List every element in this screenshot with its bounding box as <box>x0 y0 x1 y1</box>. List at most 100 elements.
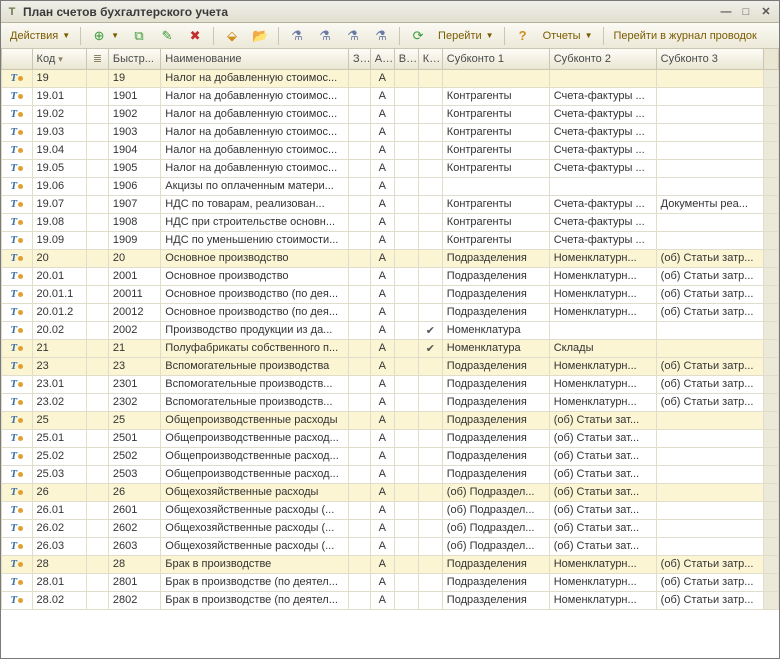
help-button[interactable]: ? <box>510 26 536 46</box>
table-row[interactable]: T23.012301Вспомогательные производств...… <box>2 375 779 393</box>
table-row[interactable]: T25.012501Общепроизводственные расход...… <box>2 429 779 447</box>
cell-sub2: Счета-фактуры ... <box>549 123 656 141</box>
account-icon: T <box>10 90 23 102</box>
minimize-button[interactable]: — <box>717 5 735 19</box>
cell-scroll <box>763 591 778 609</box>
filter2-button[interactable]: ⚗ <box>312 26 338 46</box>
col-name[interactable]: Наименование <box>161 49 349 69</box>
table-row[interactable]: T2020Основное производствоАПодразделения… <box>2 249 779 267</box>
table-row[interactable]: T19.051905Налог на добавленную стоимос..… <box>2 159 779 177</box>
col-v[interactable]: В... <box>394 49 418 69</box>
cell-z <box>348 537 370 555</box>
table-row[interactable]: T20.012001Основное производствоАПодразде… <box>2 267 779 285</box>
table-row[interactable]: T19.041904Налог на добавленную стоимос..… <box>2 141 779 159</box>
col-a[interactable]: A... <box>370 49 394 69</box>
delete-button[interactable]: ✖ <box>182 26 208 46</box>
actions-menu[interactable]: Действия▼ <box>5 26 75 46</box>
table-row[interactable]: T26.022602Общехозяйственные расходы (...… <box>2 519 779 537</box>
add-copy-button[interactable]: ⧉ <box>126 26 152 46</box>
cell-sub3 <box>656 105 763 123</box>
cell-sort <box>87 87 109 105</box>
table-row[interactable]: T19.071907НДС по товарам, реализован...А… <box>2 195 779 213</box>
cell-scroll <box>763 573 778 591</box>
close-button[interactable]: ✕ <box>757 5 775 19</box>
table-row[interactable]: T1919Налог на добавленную стоимос...А <box>2 69 779 87</box>
cell-scroll <box>763 105 778 123</box>
col-sub1[interactable]: Субконто 1 <box>442 49 549 69</box>
cell-a: А <box>370 375 394 393</box>
cell-k <box>418 411 442 429</box>
cell-k: ✔ <box>418 321 442 339</box>
cell-scroll <box>763 501 778 519</box>
cell-z <box>348 573 370 591</box>
account-icon: T <box>10 450 23 462</box>
table-row[interactable]: T19.091909НДС по уменьшению стоимости...… <box>2 231 779 249</box>
table-row[interactable]: T2626Общехозяйственные расходыА(об) Подр… <box>2 483 779 501</box>
filter3-button[interactable]: ⚗ <box>340 26 366 46</box>
table-row[interactable]: T25.032503Общепроизводственные расход...… <box>2 465 779 483</box>
cell-a: А <box>370 573 394 591</box>
cell-quick: 25 <box>108 411 160 429</box>
move-button[interactable]: 📂 <box>247 26 273 46</box>
accounts-grid[interactable]: Код ≣ Быстр... Наименование З... A... В.… <box>1 49 779 658</box>
cell-k <box>418 519 442 537</box>
col-sub3[interactable]: Субконто 3 <box>656 49 763 69</box>
filter-off-button[interactable]: ⚗ <box>368 26 394 46</box>
table-row[interactable]: T19.031903Налог на добавленную стоимос..… <box>2 123 779 141</box>
filter1-button[interactable]: ⚗ <box>284 26 310 46</box>
titlebar: T План счетов бухгалтерского учета — □ ✕ <box>1 1 779 23</box>
maximize-button[interactable]: □ <box>737 5 755 19</box>
col-quick[interactable]: Быстр... <box>108 49 160 69</box>
table-row[interactable]: T2525Общепроизводственные расходыАПодраз… <box>2 411 779 429</box>
table-row[interactable]: T2323Вспомогательные производстваАПодраз… <box>2 357 779 375</box>
cell-sub1: Контрагенты <box>442 213 549 231</box>
hierarchy-button[interactable]: ⬙ <box>219 26 245 46</box>
col-sort[interactable]: ≣ <box>87 49 109 69</box>
table-row[interactable]: T28.022802Брак в производстве (по деятел… <box>2 591 779 609</box>
cell-sub1: Контрагенты <box>442 231 549 249</box>
table-row[interactable]: T26.032603Общехозяйственные расходы (...… <box>2 537 779 555</box>
table-row[interactable]: T19.021902Налог на добавленную стоимос..… <box>2 105 779 123</box>
col-sub2[interactable]: Субконто 2 <box>549 49 656 69</box>
table-row[interactable]: T28.012801Брак в производстве (по деятел… <box>2 573 779 591</box>
cell-sort <box>87 375 109 393</box>
cell-a: А <box>370 501 394 519</box>
cell-code: 19.05 <box>32 159 87 177</box>
journal-button[interactable]: Перейти в журнал проводок <box>609 26 762 46</box>
table-row[interactable]: T20.022002Производство продукции из да..… <box>2 321 779 339</box>
table-row[interactable]: T19.011901Налог на добавленную стоимос..… <box>2 87 779 105</box>
reports-menu[interactable]: Отчеты▼ <box>538 26 598 46</box>
cell-sub2: (об) Статьи зат... <box>549 411 656 429</box>
table-row[interactable]: T26.012601Общехозяйственные расходы (...… <box>2 501 779 519</box>
col-icon[interactable] <box>2 49 33 69</box>
cell-quick: 28 <box>108 555 160 573</box>
table-row[interactable]: T20.01.220012Основное производство (по д… <box>2 303 779 321</box>
cell-sub1: Подразделения <box>442 285 549 303</box>
cell-k <box>418 447 442 465</box>
go-menu[interactable]: Перейти▼ <box>433 26 499 46</box>
col-k[interactable]: К... <box>418 49 442 69</box>
cell-scroll <box>763 87 778 105</box>
table-row[interactable]: T2121Полуфабрикаты собственного п...А✔Но… <box>2 339 779 357</box>
refresh-button[interactable]: ⟳ <box>405 26 431 46</box>
cell-sub3: (об) Статьи затр... <box>656 267 763 285</box>
cell-name: Налог на добавленную стоимос... <box>161 123 349 141</box>
cell-name: Производство продукции из да... <box>161 321 349 339</box>
cell-z <box>348 591 370 609</box>
table-row[interactable]: T20.01.120011Основное производство (по д… <box>2 285 779 303</box>
cell-v <box>394 429 418 447</box>
edit-button[interactable]: ✎ <box>154 26 180 46</box>
add-button[interactable]: ⊕▼ <box>86 26 124 46</box>
cell-sub2: Номенклатурн... <box>549 375 656 393</box>
cell-a: А <box>370 123 394 141</box>
cell-scroll <box>763 267 778 285</box>
cell-k <box>418 375 442 393</box>
table-row[interactable]: T23.022302Вспомогательные производств...… <box>2 393 779 411</box>
table-row[interactable]: T19.061906Акцизы по оплаченным матери...… <box>2 177 779 195</box>
col-code[interactable]: Код <box>32 49 87 69</box>
col-z[interactable]: З... <box>348 49 370 69</box>
table-row[interactable]: T25.022502Общепроизводственные расход...… <box>2 447 779 465</box>
table-row[interactable]: T2828Брак в производствеАПодразделенияНо… <box>2 555 779 573</box>
table-row[interactable]: T19.081908НДС при строительстве основн..… <box>2 213 779 231</box>
funnel-icon: ⚗ <box>289 28 305 44</box>
